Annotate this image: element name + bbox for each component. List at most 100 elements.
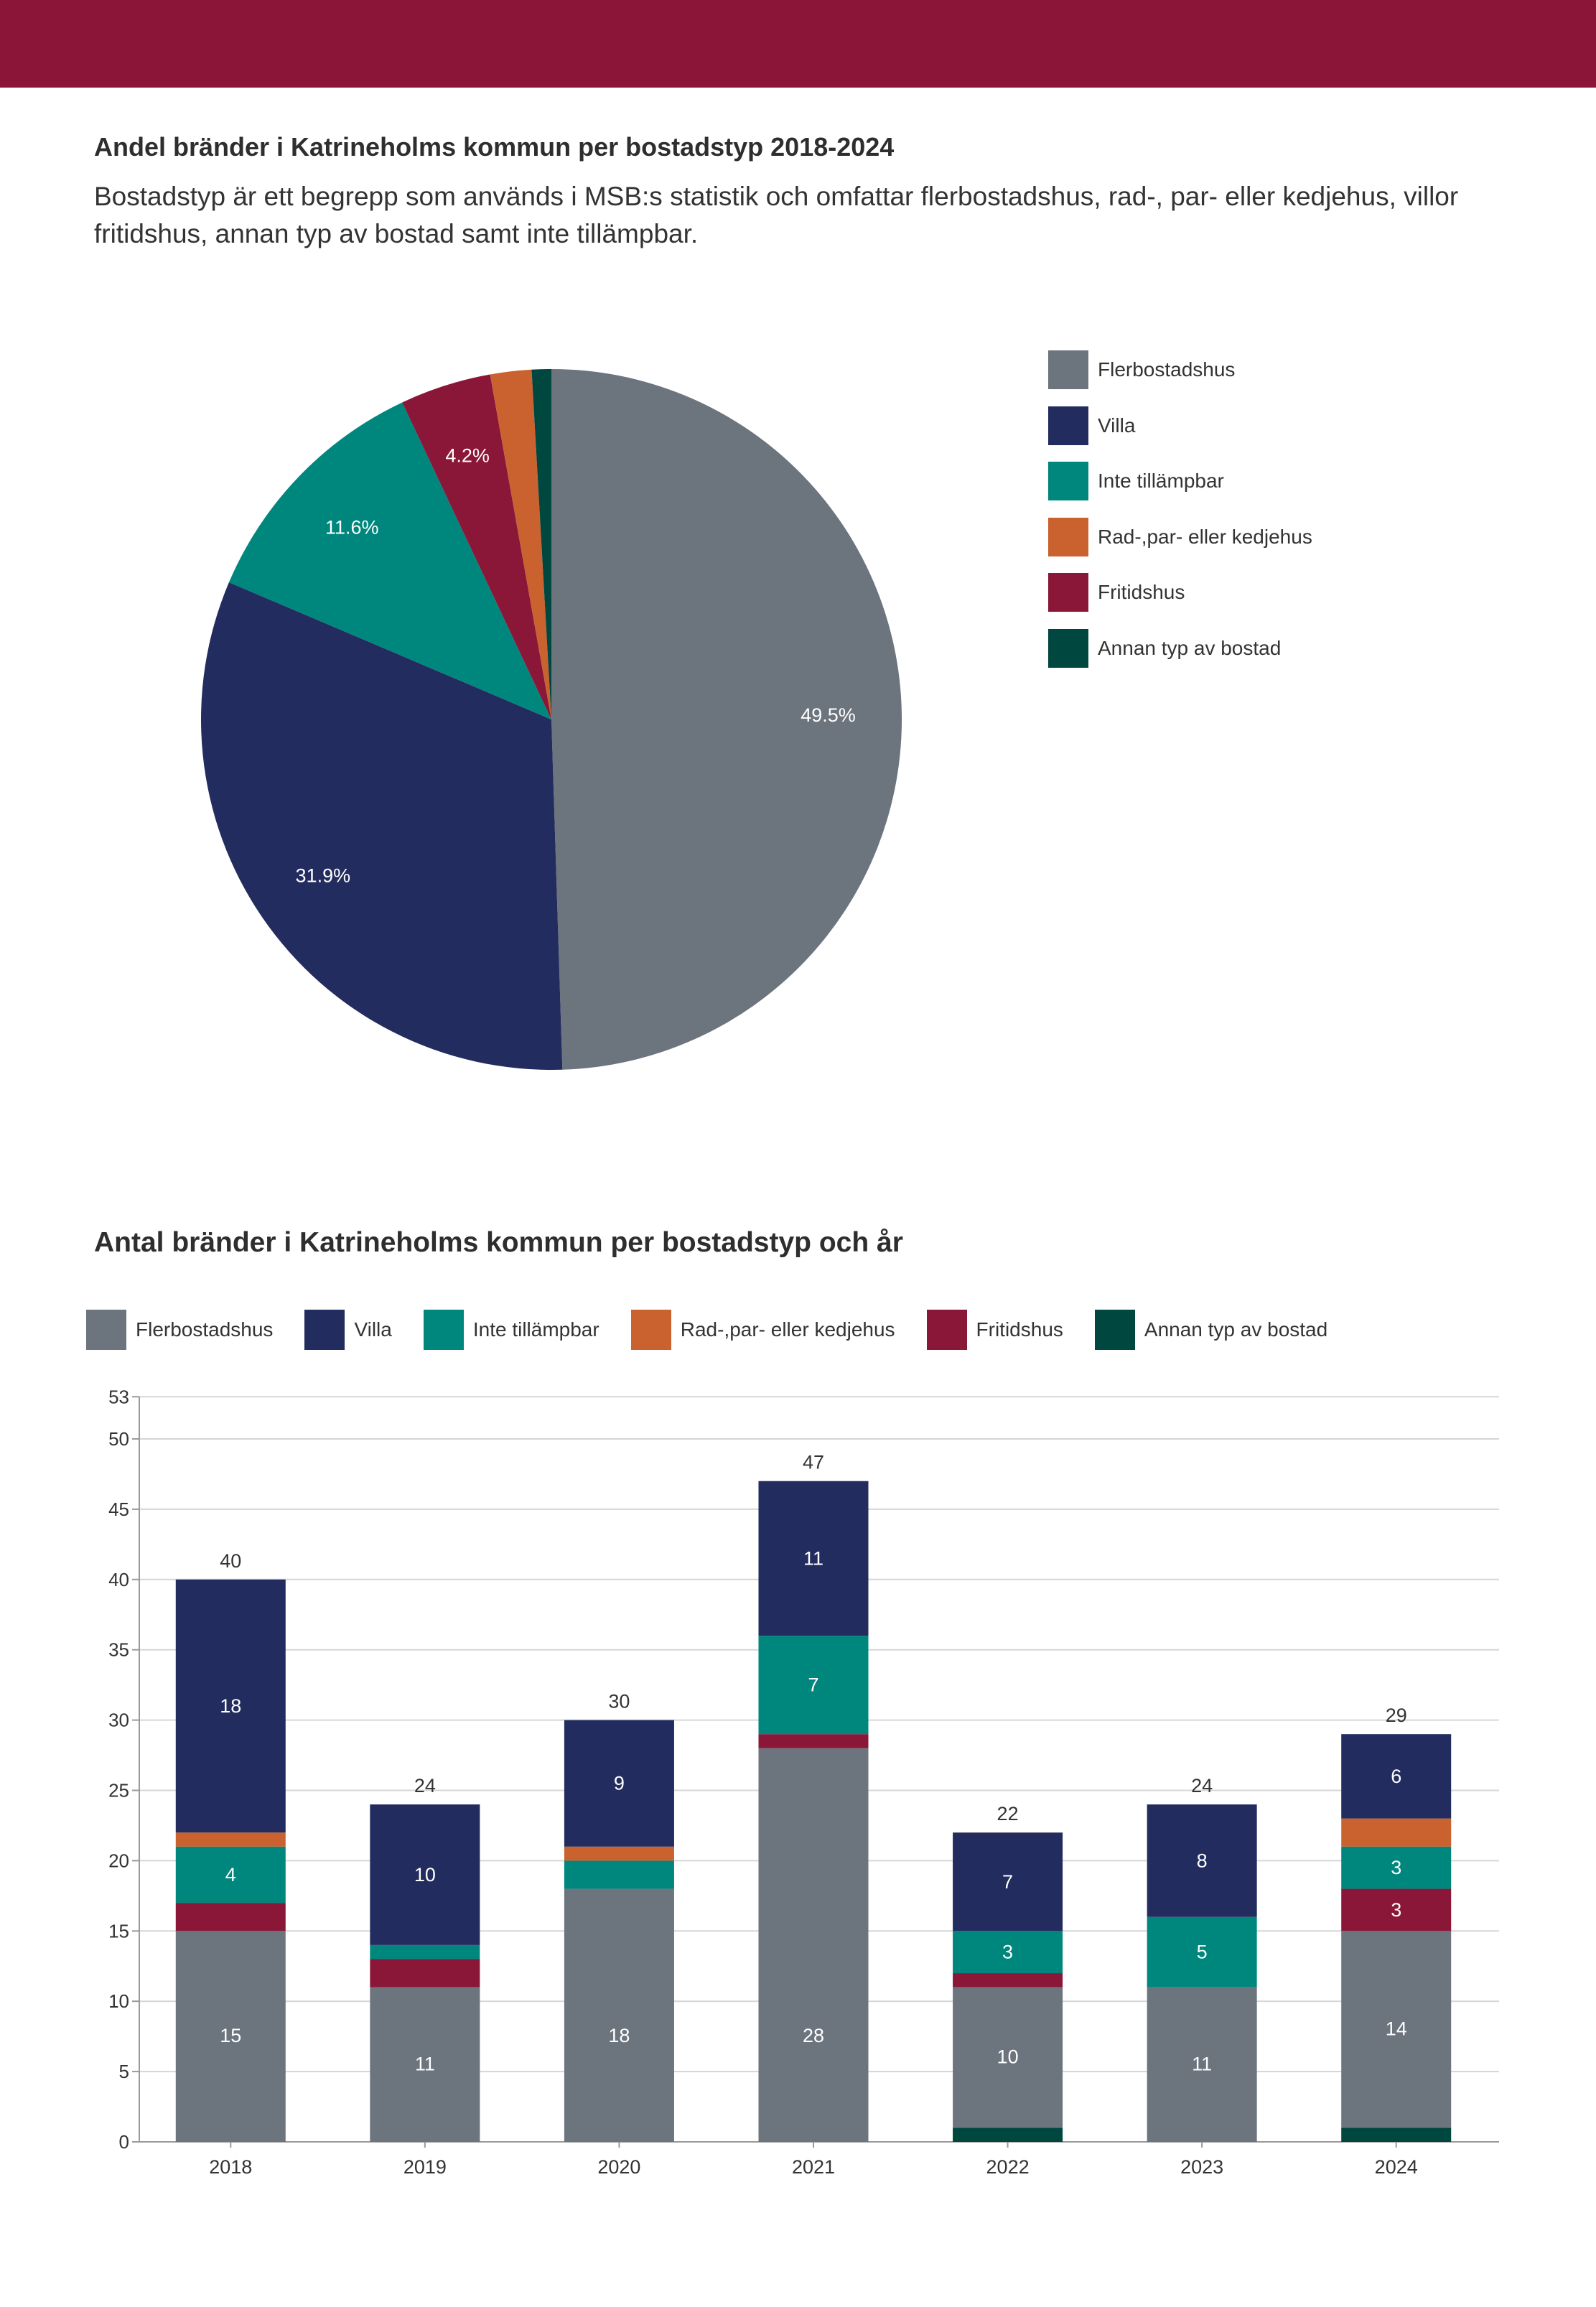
bar-segment-villa-2018 (175, 1579, 286, 1833)
bar-segment-villa-2021 (758, 1481, 869, 1636)
bar-value-label: 5 (1197, 1942, 1208, 1963)
legend-label: Fritidshus (1098, 581, 1185, 603)
bar-value-label: 11 (803, 1547, 823, 1569)
bar-value-label: 8 (1197, 1850, 1208, 1871)
legend-label: Annan typ av bostad (1144, 1318, 1328, 1341)
legend-swatch (304, 1310, 345, 1350)
pie-chart: 49.5% 31.9% 11.6% 4.2% (201, 369, 902, 1071)
bar-segment-inte-till-mpbar-2021 (758, 1636, 869, 1735)
x-tick-label: 2021 (792, 2156, 835, 2178)
bar-legend-item-rad-par-eller-kedjehus: Rad-,par- eller kedjehus (630, 1310, 895, 1350)
bar-segment-annan-typ-av-bostad-2022 (953, 2127, 1063, 2142)
y-tick-label: 30 (108, 1710, 129, 1731)
bar-segment-flerbostadshus-2018 (175, 1931, 286, 2142)
bar-segment-annan-typ-av-bostad-2024 (1341, 2127, 1452, 2142)
legend-swatch (86, 1310, 126, 1350)
bar-legend-item-villa: Villa (304, 1310, 392, 1350)
y-tick-label: 53 (108, 1386, 129, 1407)
pie-label-fritidshus: 4.2% (445, 445, 490, 467)
y-tick-label: 15 (108, 1920, 129, 1942)
pie-slice-inte-till-mpbar (228, 402, 551, 719)
bar-segment-inte-till-mpbar-2024 (1341, 1846, 1452, 1889)
bar-value-label: 7 (808, 1674, 818, 1696)
bar-segment-villa-2023 (1147, 1804, 1257, 1917)
bar-segment-fritidshus-2022 (953, 1973, 1063, 1987)
legend-swatch (1048, 517, 1088, 556)
bar-segment-villa-2024 (1341, 1734, 1452, 1819)
legend-label: Villa (1098, 414, 1136, 437)
bar-segment-fritidshus-2024 (1341, 1888, 1452, 1931)
pie-legend-item-rad-par-eller-kedjehus: Rad-,par- eller kedjehus (1048, 517, 1312, 556)
bar-value-label: 11 (1192, 2053, 1212, 2074)
legend-swatch (1048, 628, 1088, 668)
bar-total-label: 22 (997, 1803, 1019, 1824)
pie-legend-item-annan-typ-av-bostad: Annan typ av bostad (1048, 628, 1312, 668)
y-tick-label: 5 (119, 2061, 129, 2082)
y-tick-label: 40 (108, 1569, 129, 1590)
legend-label: Flerbostadshus (136, 1318, 274, 1341)
pie-legend-item-villa: Villa (1048, 406, 1312, 445)
bar-segment-flerbostadshus-2020 (564, 1888, 674, 2142)
legend-label: Flerbostadshus (1098, 358, 1236, 381)
bar-value-label: 3 (1002, 1942, 1013, 1963)
legend-swatch (1048, 350, 1088, 389)
legend-label: Fritidshus (976, 1318, 1063, 1341)
pie-slice-fritidshus (402, 374, 551, 719)
bar-segment-inte-till-mpbar-2023 (1147, 1916, 1257, 1987)
pie-chart-title: Andel bränder i Katrineholms kommun per … (94, 132, 895, 162)
legend-label: Inte tillämpbar (472, 1318, 599, 1341)
bar-segment-villa-2019 (370, 1804, 480, 1945)
bar-total-label: 29 (1386, 1705, 1407, 1726)
bar-segment-villa-2020 (564, 1720, 674, 1847)
bar-segment-fritidshus-2019 (370, 1959, 480, 1987)
legend-label: Annan typ av bostad (1098, 636, 1282, 659)
bar-value-label: 14 (1386, 2018, 1407, 2039)
bar-legend-item-annan-typ-av-bostad: Annan typ av bostad (1094, 1310, 1328, 1350)
pie-chart-description: Bostadstyp är ett begrepp som används i … (94, 182, 1459, 248)
bar-total-label: 30 (608, 1691, 630, 1712)
bar-value-label: 10 (997, 2046, 1019, 2068)
pie-slice-annan-typ-av-bostad (531, 369, 551, 719)
pie-legend-item-flerbostadshus: Flerbostadshus (1048, 350, 1312, 389)
y-tick-label: 45 (108, 1499, 129, 1520)
bar-legend: Flerbostadshus Villa Inte tillämpbar Rad-,p… (86, 1310, 1359, 1350)
bar-segment-villa-2022 (953, 1832, 1063, 1931)
pie-label-inte-till-mpbar: 11.6% (325, 517, 379, 539)
legend-swatch (1048, 573, 1088, 612)
bar-segment-inte-till-mpbar-2022 (953, 1931, 1063, 1974)
bar-value-label: 7 (1002, 1871, 1013, 1893)
legend-label: Rad-,par- eller kedjehus (1098, 525, 1312, 548)
bar-total-label: 24 (1191, 1775, 1213, 1796)
header-band (0, 0, 1596, 88)
bar-value-label: 11 (415, 2053, 435, 2074)
pie-label-flerbostadshus: 49.5% (801, 704, 856, 726)
bar-segment-rad-par-eller-kedjehus-2024 (1341, 1818, 1452, 1847)
y-tick-label: 0 (119, 2131, 129, 2153)
bar-segment-fritidshus-2018 (175, 1903, 286, 1931)
bar-legend-item-fritidshus: Fritidshus (926, 1310, 1063, 1350)
legend-swatch (1094, 1310, 1135, 1350)
bar-chart-title: Antal bränder i Katrineholms kommun per … (94, 1227, 903, 1258)
x-tick-label: 2022 (986, 2156, 1030, 2178)
bar-value-label: 10 (414, 1864, 436, 1886)
bar-legend-item-inte-till-mpbar: Inte tillämpbar (423, 1310, 599, 1350)
bar-segment-inte-till-mpbar-2019 (370, 1944, 480, 1959)
bar-segment-fritidshus-2021 (758, 1734, 869, 1748)
bar-value-label: 15 (220, 2025, 241, 2046)
bar-total-label: 24 (414, 1775, 436, 1796)
legend-swatch (423, 1310, 464, 1350)
pie-slice-villa (201, 582, 563, 1071)
bar-segment-flerbostadshus-2021 (758, 1748, 869, 2142)
legend-label: Inte tillämpbar (1098, 470, 1224, 492)
bar-value-label: 28 (803, 2025, 824, 2046)
x-tick-label: 2018 (209, 2156, 252, 2178)
bar-segment-inte-till-mpbar-2018 (175, 1846, 286, 1903)
pie-slice-rad-par-eller-kedjehus (490, 369, 551, 719)
pie-legend-item-inte-till-mpbar: Inte tillämpbar (1048, 462, 1312, 500)
y-tick-label: 25 (108, 1780, 129, 1802)
pie-legend: Flerbostadshus Villa Inte tillämpbar Rad-,p… (1048, 350, 1312, 684)
bar-segment-flerbostadshus-2024 (1341, 1931, 1452, 2128)
bar-segment-inte-till-mpbar-2020 (564, 1860, 674, 1889)
x-tick-label: 2023 (1180, 2156, 1223, 2178)
